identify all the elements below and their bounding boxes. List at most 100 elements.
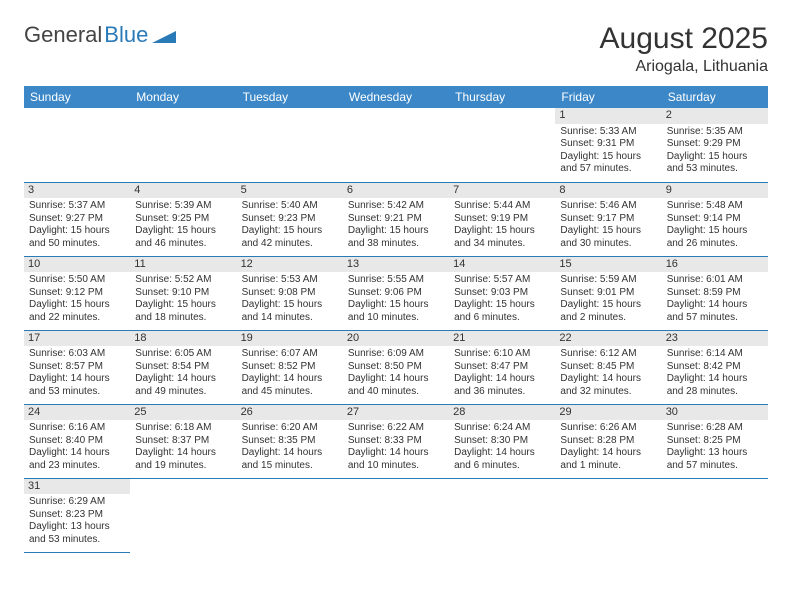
daylight-text: and 36 minutes. (454, 386, 550, 399)
daylight-text: Daylight: 14 hours (29, 373, 125, 386)
sunrise-text: Sunrise: 6:22 AM (348, 422, 444, 435)
sunset-text: Sunset: 8:37 PM (135, 435, 231, 448)
day-number: 19 (237, 331, 343, 347)
calendar-day-cell: 21Sunrise: 6:10 AMSunset: 8:47 PMDayligh… (449, 330, 555, 404)
sunrise-text: Sunrise: 6:14 AM (667, 348, 763, 361)
sunrise-text: Sunrise: 5:40 AM (242, 200, 338, 213)
calendar-empty-cell (343, 108, 449, 182)
daylight-text: Daylight: 14 hours (667, 299, 763, 312)
daylight-text: Daylight: 15 hours (667, 151, 763, 164)
sunrise-text: Sunrise: 5:55 AM (348, 274, 444, 287)
calendar-empty-cell (449, 108, 555, 182)
day-number: 16 (662, 257, 768, 273)
daylight-text: Daylight: 15 hours (560, 299, 656, 312)
sunrise-text: Sunrise: 6:20 AM (242, 422, 338, 435)
sunrise-text: Sunrise: 5:57 AM (454, 274, 550, 287)
daylight-text: Daylight: 15 hours (135, 299, 231, 312)
daylight-text: and 53 minutes. (29, 534, 125, 547)
calendar-empty-cell (662, 478, 768, 552)
daylight-text: and 1 minute. (560, 460, 656, 473)
daylight-text: and 19 minutes. (135, 460, 231, 473)
sunset-text: Sunset: 9:23 PM (242, 213, 338, 226)
daylight-text: Daylight: 14 hours (242, 447, 338, 460)
sunrise-text: Sunrise: 6:12 AM (560, 348, 656, 361)
sunrise-text: Sunrise: 5:59 AM (560, 274, 656, 287)
calendar-week-row: 17Sunrise: 6:03 AMSunset: 8:57 PMDayligh… (24, 330, 768, 404)
logo-flag-icon (152, 27, 176, 43)
logo-text-general: General (24, 22, 102, 48)
daylight-text: and 57 minutes. (667, 460, 763, 473)
daylight-text: Daylight: 14 hours (454, 447, 550, 460)
daylight-text: and 30 minutes. (560, 238, 656, 251)
daylight-text: Daylight: 13 hours (29, 521, 125, 534)
daylight-text: Daylight: 15 hours (135, 225, 231, 238)
sunset-text: Sunset: 8:45 PM (560, 361, 656, 374)
sunrise-text: Sunrise: 6:05 AM (135, 348, 231, 361)
sunrise-text: Sunrise: 6:26 AM (560, 422, 656, 435)
daylight-text: and 38 minutes. (348, 238, 444, 251)
sunrise-text: Sunrise: 5:52 AM (135, 274, 231, 287)
day-number: 21 (449, 331, 555, 347)
daylight-text: and 6 minutes. (454, 460, 550, 473)
calendar-day-cell: 8Sunrise: 5:46 AMSunset: 9:17 PMDaylight… (555, 182, 661, 256)
weekday-header: Friday (555, 86, 661, 108)
calendar-empty-cell (555, 478, 661, 552)
calendar-day-cell: 11Sunrise: 5:52 AMSunset: 9:10 PMDayligh… (130, 256, 236, 330)
daylight-text: Daylight: 14 hours (348, 447, 444, 460)
daylight-text: Daylight: 14 hours (560, 373, 656, 386)
sunset-text: Sunset: 8:40 PM (29, 435, 125, 448)
daylight-text: and 23 minutes. (29, 460, 125, 473)
daylight-text: and 50 minutes. (29, 238, 125, 251)
sunrise-text: Sunrise: 6:18 AM (135, 422, 231, 435)
sunrise-text: Sunrise: 6:28 AM (667, 422, 763, 435)
daylight-text: Daylight: 15 hours (454, 299, 550, 312)
calendar-empty-cell (24, 108, 130, 182)
day-number: 2 (662, 108, 768, 124)
sunset-text: Sunset: 9:25 PM (135, 213, 231, 226)
sunset-text: Sunset: 8:57 PM (29, 361, 125, 374)
sunrise-text: Sunrise: 5:48 AM (667, 200, 763, 213)
day-number: 7 (449, 183, 555, 199)
daylight-text: Daylight: 15 hours (242, 299, 338, 312)
day-number: 30 (662, 405, 768, 421)
daylight-text: Daylight: 14 hours (348, 373, 444, 386)
day-number: 20 (343, 331, 449, 347)
weekday-header-row: SundayMondayTuesdayWednesdayThursdayFrid… (24, 86, 768, 108)
daylight-text: Daylight: 15 hours (348, 299, 444, 312)
daylight-text: and 46 minutes. (135, 238, 231, 251)
calendar-day-cell: 13Sunrise: 5:55 AMSunset: 9:06 PMDayligh… (343, 256, 449, 330)
sunset-text: Sunset: 8:59 PM (667, 287, 763, 300)
day-number: 10 (24, 257, 130, 273)
day-number: 29 (555, 405, 661, 421)
calendar-day-cell: 20Sunrise: 6:09 AMSunset: 8:50 PMDayligh… (343, 330, 449, 404)
daylight-text: Daylight: 14 hours (667, 373, 763, 386)
day-number: 12 (237, 257, 343, 273)
calendar-day-cell: 15Sunrise: 5:59 AMSunset: 9:01 PMDayligh… (555, 256, 661, 330)
sunset-text: Sunset: 8:30 PM (454, 435, 550, 448)
calendar-empty-cell (130, 108, 236, 182)
calendar-day-cell: 27Sunrise: 6:22 AMSunset: 8:33 PMDayligh… (343, 404, 449, 478)
sunrise-text: Sunrise: 5:33 AM (560, 126, 656, 139)
day-number: 4 (130, 183, 236, 199)
daylight-text: Daylight: 15 hours (454, 225, 550, 238)
calendar-empty-cell (449, 478, 555, 552)
daylight-text: and 15 minutes. (242, 460, 338, 473)
weekday-header: Sunday (24, 86, 130, 108)
day-number: 27 (343, 405, 449, 421)
sunset-text: Sunset: 9:03 PM (454, 287, 550, 300)
day-number: 22 (555, 331, 661, 347)
calendar-day-cell: 9Sunrise: 5:48 AMSunset: 9:14 PMDaylight… (662, 182, 768, 256)
calendar-day-cell: 1Sunrise: 5:33 AMSunset: 9:31 PMDaylight… (555, 108, 661, 182)
sunset-text: Sunset: 9:21 PM (348, 213, 444, 226)
calendar-day-cell: 28Sunrise: 6:24 AMSunset: 8:30 PMDayligh… (449, 404, 555, 478)
calendar-day-cell: 23Sunrise: 6:14 AMSunset: 8:42 PMDayligh… (662, 330, 768, 404)
daylight-text: and 57 minutes. (560, 163, 656, 176)
daylight-text: and 45 minutes. (242, 386, 338, 399)
calendar-day-cell: 22Sunrise: 6:12 AMSunset: 8:45 PMDayligh… (555, 330, 661, 404)
calendar-day-cell: 24Sunrise: 6:16 AMSunset: 8:40 PMDayligh… (24, 404, 130, 478)
day-number: 17 (24, 331, 130, 347)
sunrise-text: Sunrise: 5:53 AM (242, 274, 338, 287)
sunrise-text: Sunrise: 6:10 AM (454, 348, 550, 361)
daylight-text: and 49 minutes. (135, 386, 231, 399)
calendar-empty-cell (237, 478, 343, 552)
